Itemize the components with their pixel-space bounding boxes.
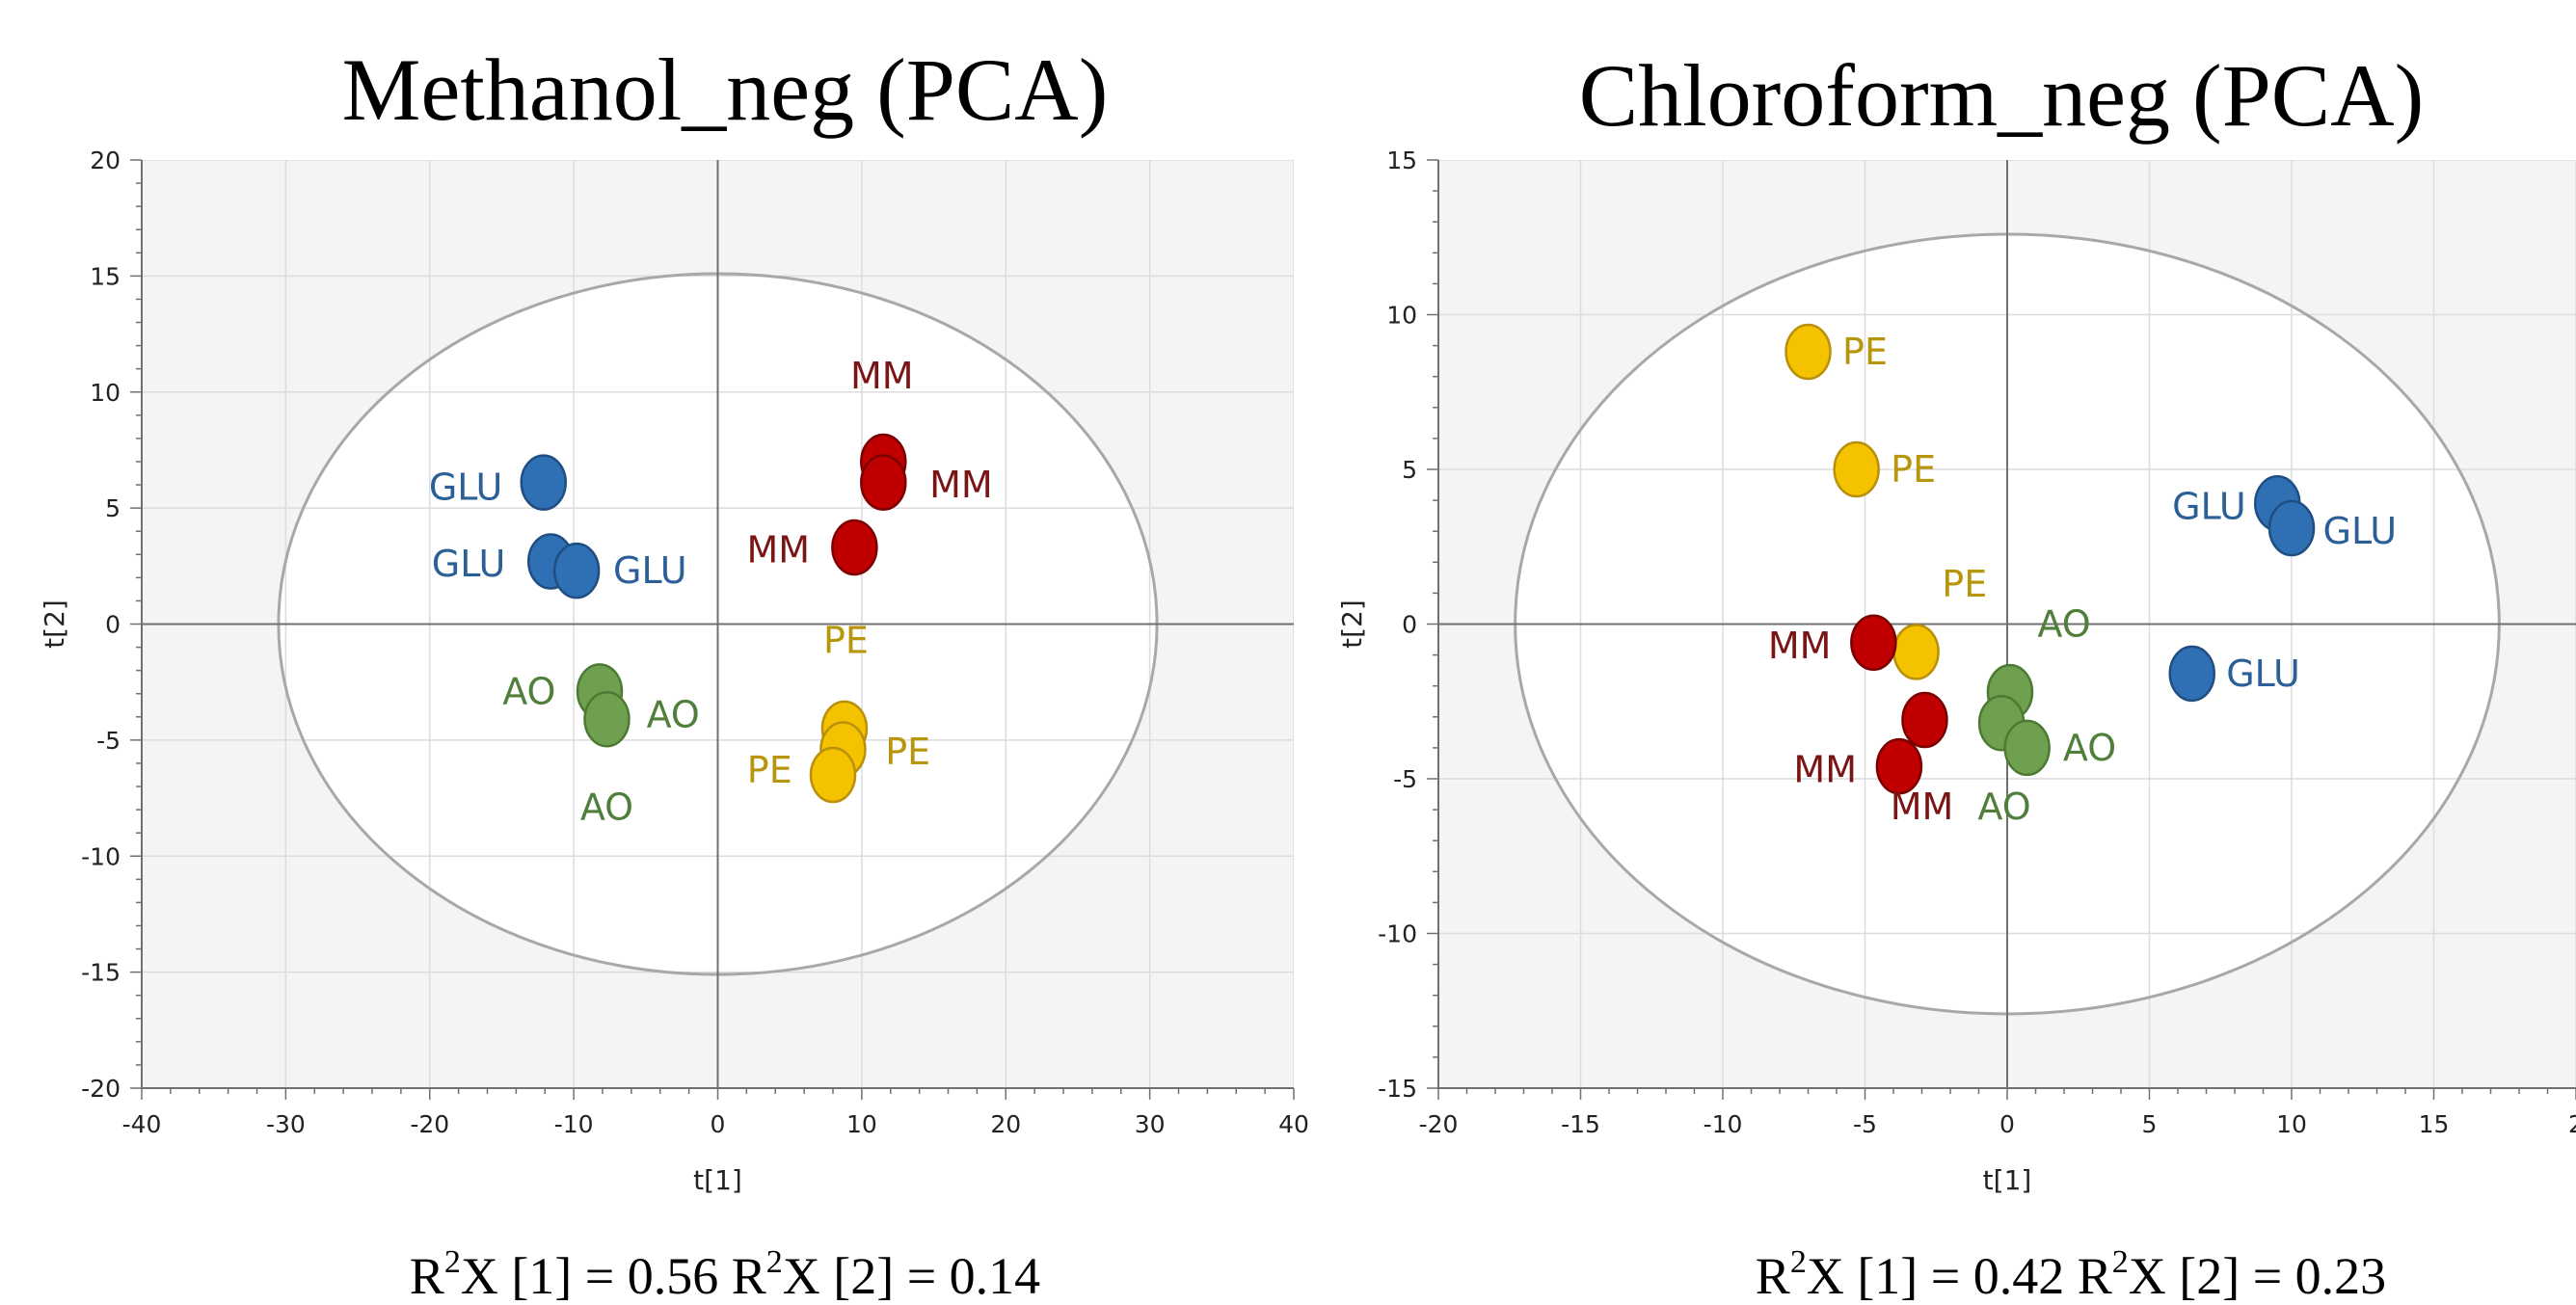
x-tick-label: -40 [122,1110,162,1138]
plot-area [1438,160,2576,1088]
y-tick-label: 20 [90,146,121,174]
x-tick-label: 0 [1999,1110,2015,1138]
y-tick-label: -10 [81,842,121,870]
y-tick-label: 0 [105,611,121,639]
score-points [520,433,907,804]
point-label-ao: AO [2037,603,2090,646]
point-label-glu: GLU [2226,652,2300,695]
point-mm [860,454,907,511]
footer-text: X [1] = 0.56 R [461,1247,766,1305]
point-label-glu: GLU [429,466,503,508]
point-glu [520,454,568,511]
point-label-glu: GLU [2172,486,2246,528]
footer-text: R [1756,1247,1790,1305]
point-label-ao: AO [502,670,555,712]
y-tick-label: -15 [1378,1075,1417,1103]
x-axis-label: t[1] [1983,1164,2032,1196]
point-label-pe: PE [1842,331,1888,373]
r2x-footer: R2X [1] = 0.42 R2X [2] = 0.23 [1756,1244,2386,1305]
point-glu [552,542,601,599]
chloroform-pca-panel: -20-15-10-505101520-15-10-5051015t[1]t[2… [1336,46,2576,1305]
x-tick-label: -15 [1561,1110,1600,1138]
x-tick-label: 10 [2276,1110,2307,1138]
point-mm [831,519,878,576]
y-tick-label: -15 [81,959,121,987]
y-tick-label: 0 [1402,611,1417,639]
point-label-pe: PE [823,619,869,661]
point-label-mm: MM [746,528,810,571]
y-tick-label: -20 [81,1075,121,1103]
point-label-pe: PE [747,749,792,791]
x-tick-label: -10 [554,1110,594,1138]
x-tick-label: -30 [266,1110,306,1138]
plot-area [142,160,1294,1088]
r2x-footer: R2X [1] = 0.56 R2X [2] = 0.14 [410,1244,1040,1305]
point-label-mm: MM [929,464,993,506]
footer-text: X [1] = 0.42 R [1807,1247,2112,1305]
point-label-ao: AO [1977,786,2030,828]
point-label-glu: GLU [2323,510,2398,552]
x-tick-label: 0 [711,1110,726,1138]
point-pe [1784,323,1832,381]
x-tick-label: 15 [2419,1110,2450,1138]
point-label-mm: MM [850,355,914,397]
point-label-pe: PE [1942,563,1987,605]
methanol-pca-panel: -40 -30 -20 -10 0 10 20 30 40 -20 -15 -10 -5 0 5 10 15 20… [39,40,1309,1305]
y-tick-label: 5 [105,494,121,522]
chart-title: Chloroform_neg (PCA) [1579,46,2424,145]
footer-text: R [410,1247,444,1305]
x-tick-label: 20 [990,1110,1021,1138]
chart-title: Methanol_neg (PCA) [342,40,1109,139]
y-tick-label: 10 [90,379,121,407]
point-label-glu: GLU [432,543,506,585]
y-tick-label: 15 [90,262,121,290]
point-label-pe: PE [885,731,930,773]
superscript: 2 [444,1244,461,1280]
y-tick-label: -5 [1393,765,1417,793]
superscript: 2 [766,1244,783,1280]
superscript: 2 [1790,1244,1807,1280]
x-axis-label: t[1] [693,1164,742,1196]
point-mm [1850,614,1897,672]
y-tick-label: 10 [1386,302,1417,330]
x-tick-label: -10 [1704,1110,1743,1138]
x-tick-label: 5 [2142,1110,2158,1138]
score-points [1784,323,2316,795]
y-tick-label: -5 [96,727,121,755]
point-glu [2168,645,2215,703]
point-label-glu: GLU [613,549,687,592]
x-tick-label: 30 [1135,1110,1166,1138]
point-label-ao: AO [647,693,700,735]
x-tick-label: 10 [846,1110,877,1138]
point-mm [1901,691,1948,749]
point-label-ao: AO [2063,727,2116,769]
x-tick-label: 40 [1278,1110,1309,1138]
point-pe [1833,440,1880,498]
point-ao [2003,719,2051,777]
point-mm [1875,737,1923,795]
footer-text: X [2] = 0.23 [2129,1247,2386,1305]
point-label-ao: AO [580,786,633,829]
x-tick-label: -20 [410,1110,449,1138]
y-tick-label: 15 [1386,146,1417,174]
superscript: 2 [2112,1244,2129,1280]
y-axis-label: t[2] [39,599,70,649]
point-label-pe: PE [1891,448,1936,491]
point-pe [1892,624,1940,680]
y-tick-label: 5 [1402,456,1417,484]
point-label-mm: MM [1768,625,1832,667]
y-axis-label: t[2] [1336,599,1368,649]
x-tick-label: -20 [1419,1110,1459,1138]
point-pe [809,746,857,804]
x-tick-label: 20 [2568,1110,2576,1138]
point-glu [2267,499,2316,557]
point-label-mm: MM [1891,786,1954,828]
point-label-mm: MM [1793,748,1857,790]
y-tick-label: -10 [1378,920,1417,948]
footer-text: X [2] = 0.14 [783,1247,1040,1305]
point-ao [583,690,631,748]
x-tick-label: -5 [1853,1110,1877,1138]
